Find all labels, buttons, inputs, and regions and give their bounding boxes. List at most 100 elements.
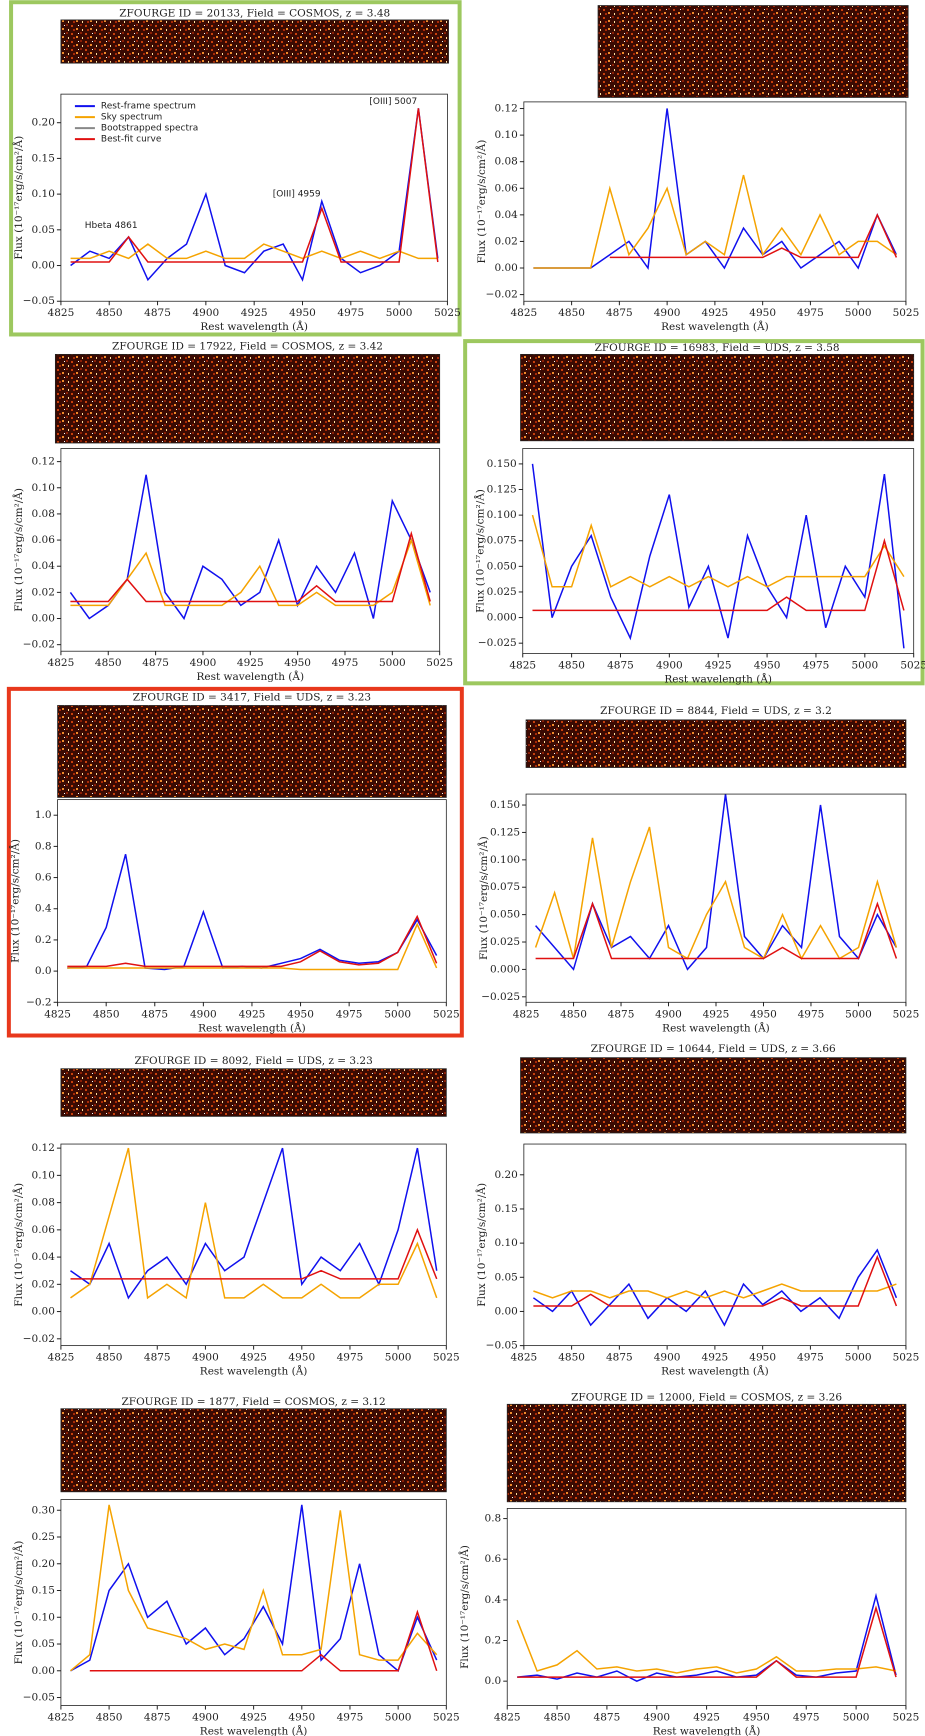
spectrum-line — [70, 1504, 438, 1673]
axes-frame — [60, 448, 441, 652]
x-tick-label: 5025 — [426, 657, 453, 669]
y-tick-label: 0.125 — [487, 484, 517, 496]
panel-title: ZFOURGE ID = 8844, Field = UDS, z = 3.2 — [600, 705, 832, 717]
y-axis-label: Flux (10⁻¹⁷erg/s/cm²/Å) — [457, 1545, 471, 1669]
x-tick-label: 4975 — [336, 1008, 363, 1020]
axes-frame — [60, 1143, 447, 1347]
y-tick-label: 0.05 — [32, 224, 55, 236]
y-tick-label: 0.12 — [32, 456, 55, 468]
x-tick-label: 5000 — [845, 307, 872, 319]
x-tick-label: 5000 — [845, 1008, 872, 1020]
spectrum-line — [535, 901, 898, 960]
spectrum-line — [531, 514, 905, 588]
x-axis-label: Rest wavelength (Å) — [661, 319, 769, 333]
plot-area — [534, 794, 898, 971]
spectrum-2d-image — [57, 705, 447, 798]
x-axis-label: Rest wavelength (Å) — [200, 1364, 308, 1378]
y-tick-label: 0.000 — [490, 963, 520, 975]
x-tick-label: 4975 — [797, 1352, 824, 1364]
x-tick-label: 4950 — [288, 1352, 315, 1364]
x-tick-label: 4825 — [48, 657, 75, 669]
y-axis-label: Flux (10⁻¹⁷erg/s/cm²/Å) — [11, 136, 25, 260]
x-tick-label: 4850 — [558, 307, 585, 319]
y-tick-label: −0.02 — [486, 289, 518, 301]
x-tick-label: 5000 — [843, 1712, 870, 1724]
y-tick-label: 0.06 — [32, 1224, 56, 1236]
spectrum-line — [535, 794, 898, 971]
legend-label: Best-fit curve — [101, 135, 162, 145]
x-tick-label: 4825 — [513, 1008, 540, 1020]
x-tick-label: 4900 — [656, 659, 683, 671]
x-tick-label: 5025 — [893, 1352, 920, 1364]
y-tick-label: 0.10 — [32, 188, 55, 200]
y-tick-label: 0.100 — [487, 509, 517, 521]
x-tick-label: 4850 — [544, 1712, 571, 1724]
y-tick-label: 0.6 — [485, 1553, 502, 1565]
axes-frame — [57, 799, 447, 1003]
x-tick-label: 4850 — [96, 1712, 123, 1724]
x-tick-label: 4900 — [192, 307, 219, 319]
plot-area — [533, 108, 898, 271]
x-tick-label: 4925 — [705, 659, 732, 671]
y-axis-label: Flux (10⁻¹⁷erg/s/cm²/Å) — [473, 489, 487, 613]
spectrum-2d-image — [597, 5, 909, 98]
plot-area — [532, 1248, 898, 1327]
y-tick-label: 0.20 — [494, 1169, 517, 1181]
x-tick-label: 4975 — [793, 1712, 820, 1724]
x-tick-label: 5025 — [900, 659, 925, 671]
x-tick-label: 4900 — [190, 1008, 217, 1020]
x-tick-label: 4975 — [337, 307, 364, 319]
x-tick-label: 4950 — [288, 1712, 315, 1724]
spectrum-line — [89, 1609, 438, 1672]
y-tick-label: 0.08 — [32, 508, 55, 520]
y-tick-label: 0.4 — [35, 903, 52, 915]
x-tick-label: 4900 — [655, 1008, 682, 1020]
x-axis-label: Rest wavelength (Å) — [198, 1020, 306, 1034]
x-tick-label: 4850 — [560, 1008, 587, 1020]
x-tick-label: 4875 — [144, 1712, 171, 1724]
x-tick-label: 4950 — [754, 659, 781, 671]
spectrum-line — [532, 1248, 898, 1327]
spectrum-line — [534, 826, 898, 961]
panel-title: ZFOURGE ID = 3417, Field = UDS, z = 3.23 — [133, 692, 371, 704]
spectrum-line — [70, 1147, 438, 1300]
y-tick-label: 0.10 — [494, 1237, 517, 1249]
spectrum-line — [517, 1605, 897, 1678]
y-tick-label: 0.20 — [32, 1558, 55, 1570]
spectrum-line — [609, 213, 898, 259]
y-tick-label: 0.15 — [32, 152, 55, 164]
y-axis-label: Flux (10⁻¹⁷erg/s/cm²/Å) — [11, 1183, 25, 1307]
line-annotation: [OIII] 4959 — [273, 190, 321, 200]
spectrum-2d-image — [506, 1403, 907, 1503]
x-tick-label: 4900 — [192, 1352, 219, 1364]
spectrum-line — [67, 914, 438, 968]
x-tick-label: 4900 — [192, 1712, 219, 1724]
x-tick-label: 5000 — [851, 659, 878, 671]
y-tick-label: −0.025 — [478, 637, 517, 649]
x-axis-label: Rest wavelength (Å) — [653, 1724, 761, 1736]
axes-frame — [523, 101, 907, 302]
panel-title: ZFOURGE ID = 16983, Field = UDS, z = 3.5… — [595, 342, 840, 354]
y-tick-label: 0.150 — [490, 799, 520, 811]
y-tick-label: 0.0 — [485, 1675, 502, 1687]
highlight-frame — [463, 339, 925, 686]
x-tick-label: 4875 — [606, 1352, 633, 1364]
x-tick-label: 4825 — [44, 1008, 71, 1020]
y-tick-label: 0.02 — [32, 1278, 55, 1290]
y-tick-label: −0.05 — [23, 295, 55, 307]
x-tick-label: 5000 — [385, 1352, 412, 1364]
y-tick-label: 0.00 — [494, 1305, 517, 1317]
x-tick-label: 4850 — [558, 1352, 585, 1364]
x-tick-label: 5025 — [433, 1008, 460, 1020]
x-axis-label: Rest wavelength (Å) — [662, 1020, 770, 1034]
x-tick-label: 5025 — [893, 307, 920, 319]
y-tick-label: 0.8 — [35, 840, 52, 852]
y-tick-label: 0.075 — [490, 881, 520, 893]
spectrum-line — [67, 922, 438, 971]
y-tick-label: 0.150 — [487, 458, 517, 470]
y-tick-label: 0.06 — [32, 534, 56, 546]
x-tick-label: 5025 — [893, 1008, 920, 1020]
x-tick-label: 4975 — [798, 1008, 825, 1020]
